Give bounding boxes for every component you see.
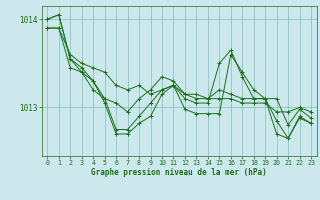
- X-axis label: Graphe pression niveau de la mer (hPa): Graphe pression niveau de la mer (hPa): [91, 168, 267, 177]
